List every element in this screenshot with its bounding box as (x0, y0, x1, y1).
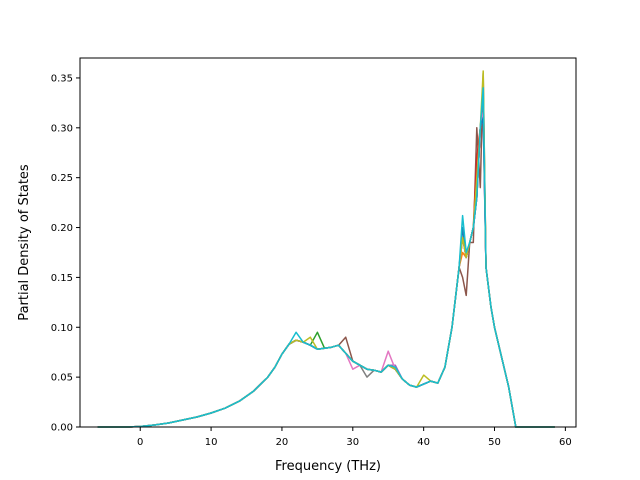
y-tick-label: 0.05 (51, 373, 73, 384)
y-axis-label: Partial Density of States (17, 164, 32, 321)
y-tick-label: 0.10 (51, 323, 73, 334)
x-tick-label: 20 (276, 437, 289, 448)
x-tick-label: 10 (205, 437, 218, 448)
x-tick-label: 50 (488, 437, 501, 448)
plot-frame (79, 57, 577, 428)
x-axis-ticks: 0 10 20 30 40 50 60 (137, 427, 572, 448)
y-tick-label: 0.25 (51, 173, 73, 184)
y-tick-label: 0.20 (51, 223, 73, 234)
series-layer (97, 70, 555, 428)
y-tick-label: 0.15 (51, 273, 73, 284)
x-tick-label: 30 (346, 437, 359, 448)
x-tick-label: 0 (137, 437, 143, 448)
y-tick-label: 0.35 (51, 73, 73, 84)
x-axis-label: Frequency (THz) (275, 459, 381, 474)
y-tick-label: 0.30 (51, 123, 73, 134)
series-line-10 (97, 87, 555, 428)
x-tick-label: 40 (417, 437, 430, 448)
y-axis-ticks: 0.00 0.05 0.10 0.15 0.20 0.25 0.30 0.35 (51, 73, 80, 434)
x-tick-label: 60 (559, 437, 572, 448)
y-tick-label: 0.00 (51, 423, 73, 434)
